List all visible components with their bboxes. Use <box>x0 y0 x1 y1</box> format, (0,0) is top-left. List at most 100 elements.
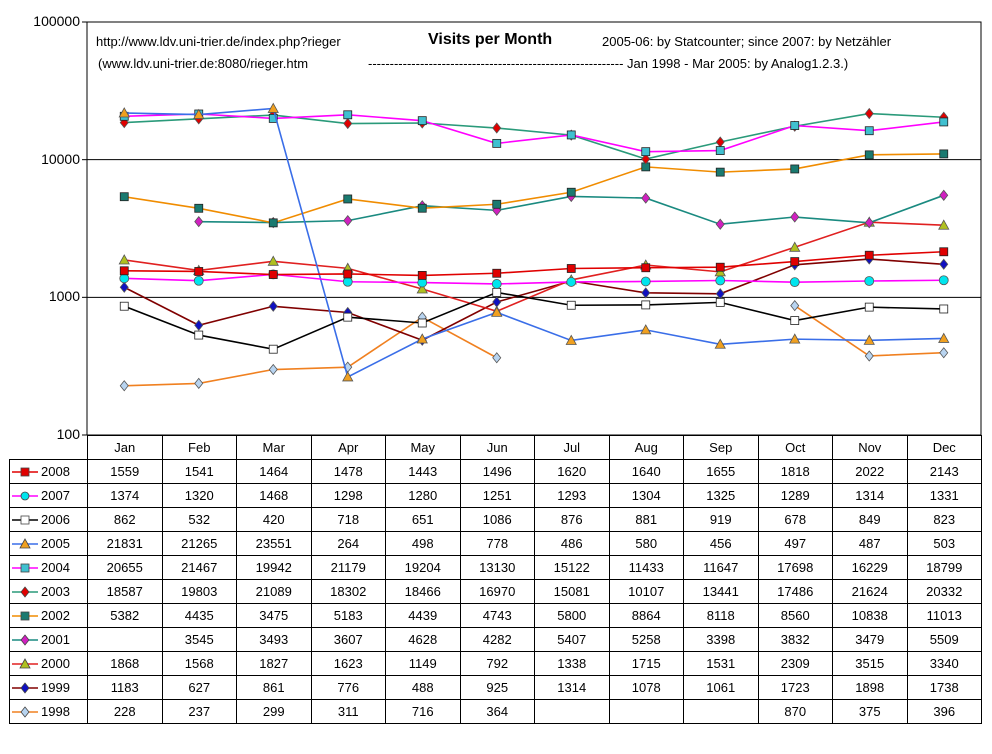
table-cell: 1818 <box>757 459 833 484</box>
table-cell: 870 <box>757 699 833 724</box>
table-cell: 21265 <box>161 531 237 556</box>
legend-key-2006 <box>12 515 38 525</box>
legend-key-2000 <box>12 658 38 669</box>
table-cell: 10107 <box>608 579 684 604</box>
data-point-2004 <box>790 121 800 130</box>
data-point-2008 <box>194 267 204 276</box>
table-cell: 881 <box>608 507 684 532</box>
table-cell: 1314 <box>832 483 908 508</box>
table-row: 1998 228 237 299 311 716 364 870 375 396 <box>9 699 982 724</box>
data-point-2005 <box>789 333 801 344</box>
legend-key-2004 <box>12 563 38 573</box>
data-point-2001 <box>864 217 874 229</box>
table-cell: 396 <box>906 699 982 724</box>
table-cell: 1715 <box>608 651 684 676</box>
data-point-1999 <box>119 281 129 293</box>
table-cell: 1541 <box>161 459 237 484</box>
table-cell: 580 <box>608 531 684 556</box>
table-cell: 1655 <box>683 459 759 484</box>
data-point-2002 <box>343 194 353 204</box>
data-point-2002 <box>864 150 874 160</box>
data-point-2005 <box>193 108 205 119</box>
series-label: 2007 <box>41 488 70 504</box>
series-line-2005 <box>124 107 944 379</box>
table-cell: 17486 <box>757 579 833 604</box>
table-cell: 5800 <box>534 603 610 628</box>
table-cell: 19204 <box>385 555 461 580</box>
table-cell: 5382 <box>87 603 163 628</box>
legend-entry: 2006 <box>9 507 88 532</box>
category-label: Aug <box>608 435 684 460</box>
data-point-2004 <box>343 110 353 120</box>
data-point-2005 <box>267 102 279 113</box>
data-point-2008 <box>566 264 576 273</box>
data-point-2001 <box>641 192 651 204</box>
table-cell: 1314 <box>534 675 610 700</box>
data-point-2000 <box>267 255 279 266</box>
table-cell: 498 <box>385 531 461 556</box>
table-cell: 13441 <box>683 579 759 604</box>
table-cell <box>87 627 163 652</box>
data-point-2007 <box>640 276 651 287</box>
series-label: 1999 <box>41 680 70 696</box>
legend-key-2001 <box>12 634 38 646</box>
table-cell: 2022 <box>832 459 908 484</box>
data-point-2003 <box>492 122 502 134</box>
legend-key-1998 <box>12 706 38 718</box>
legend-entry: 2005 <box>9 531 88 556</box>
table-cell: 1723 <box>757 675 833 700</box>
data-point-2002 <box>566 187 576 197</box>
legend-entry: 2003 <box>9 579 88 604</box>
table-cell: 4439 <box>385 603 461 628</box>
table-cell: 237 <box>161 699 237 724</box>
table-cell: 15081 <box>534 579 610 604</box>
table-row: 2000 1868 1568 1827 1623 1149 792 1338 1715 1531 2… <box>9 651 982 676</box>
header-url-2: (www.ldv.uni-trier.de:8080/rieger.htm <box>98 56 309 71</box>
table-cell: 1298 <box>310 483 386 508</box>
data-point-2007 <box>938 275 949 286</box>
data-point-1998 <box>790 300 800 312</box>
data-point-2002 <box>417 203 427 213</box>
table-cell: 792 <box>459 651 535 676</box>
table-cell: 1464 <box>236 459 312 484</box>
data-point-2005 <box>938 332 950 343</box>
table-cell: 1149 <box>385 651 461 676</box>
table-cell: 23551 <box>236 531 312 556</box>
category-label: Nov <box>832 435 908 460</box>
table-cell: 1496 <box>459 459 535 484</box>
table-cell: 16229 <box>832 555 908 580</box>
table-corner <box>9 435 88 460</box>
data-point-1999 <box>641 287 651 299</box>
table-row: 2001 3545 3493 3607 4628 4282 5407 5258 3398 3832… <box>9 627 982 652</box>
table-cell: 11433 <box>608 555 684 580</box>
data-point-2005 <box>640 324 652 335</box>
data-point-2007 <box>864 276 875 286</box>
category-label: Jun <box>459 435 535 460</box>
data-point-2001 <box>343 214 353 227</box>
table-row: 2004 20655 21467 19942 21179 19204 13130 15122 1… <box>9 555 982 580</box>
table-cell: 364 <box>459 699 535 724</box>
data-point-2007 <box>193 275 204 286</box>
table-cell: 16970 <box>459 579 535 604</box>
table-row: 2003 18587 19803 21089 18302 18466 16970 15081 1… <box>9 579 982 604</box>
table-cell: 17698 <box>757 555 833 580</box>
table-cell: 18587 <box>87 579 163 604</box>
data-point-2008 <box>715 262 725 272</box>
table-cell: 21089 <box>236 579 312 604</box>
data-point-2007 <box>789 277 800 288</box>
data-point-2005 <box>863 334 875 345</box>
table-cell: 1374 <box>87 483 163 508</box>
table-cell: 20332 <box>906 579 982 604</box>
data-point-2006 <box>641 300 651 310</box>
table-cell: 1293 <box>534 483 610 508</box>
category-label: Sep <box>683 435 759 460</box>
table-cell <box>608 699 684 724</box>
data-point-2006 <box>715 297 725 307</box>
legend-entry: 2004 <box>9 555 88 580</box>
table-cell: 3479 <box>832 627 908 652</box>
table-cell: 21831 <box>87 531 163 556</box>
table-row: 1999 1183 627 861 776 488 925 1314 1078 1061 1723 1… <box>9 675 982 700</box>
table-cell: 3545 <box>161 627 237 652</box>
y-tick-label: 100000 <box>33 13 80 29</box>
